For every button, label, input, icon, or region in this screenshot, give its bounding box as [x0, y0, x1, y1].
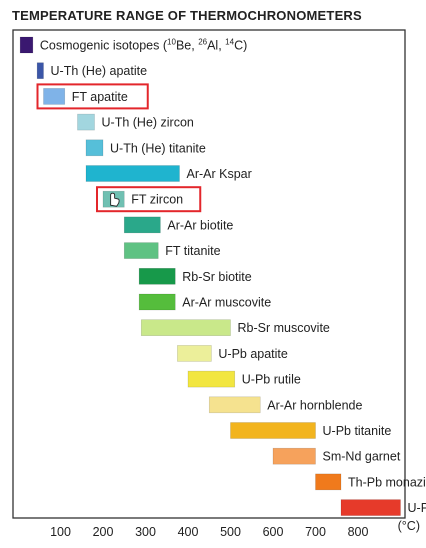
bar-label-u-th-he-titanite: U-Th (He) titanite [110, 141, 206, 155]
x-tick-label-800: 800 [348, 525, 369, 539]
bar-rb-sr-muscovite [140, 319, 231, 337]
x-tick-label-300: 300 [135, 525, 156, 539]
bar-ar-ar-biotite [123, 216, 161, 234]
plot-frame [12, 29, 406, 519]
bar-label-u-pb-rutile: U-Pb rutile [242, 373, 301, 387]
bar-ft-titanite [123, 242, 159, 259]
bar-label-ft-zircon: FT zircon [131, 193, 183, 207]
x-tick-label-500: 500 [220, 525, 241, 539]
bar-label-ar-ar-muscovite: Ar-Ar muscovite [182, 296, 271, 310]
bar-label-ar-ar-hornblende: Ar-Ar hornblende [267, 398, 362, 412]
bar-label-cosmogenic-isotopes: Cosmogenic isotopes (10Be, 26Al, 14C) [40, 38, 247, 53]
bar-th-pb-monazite [315, 473, 342, 491]
bar-u-pb-rutile [187, 370, 236, 388]
bar-u-th-he-zircon [77, 113, 95, 131]
bar-ar-ar-muscovite [138, 293, 176, 311]
bar-u-pb-apatite [177, 345, 212, 362]
bar-label-ft-titanite: FT titanite [165, 244, 220, 258]
highlight-box-ft-zircon [96, 186, 202, 213]
bar-label-u-pb-apatite: U-Pb apatite [218, 347, 288, 361]
bar-cosmogenic-isotopes [19, 36, 34, 54]
x-tick-label-100: 100 [50, 525, 71, 539]
bar-label-u-pb-zircon: U-Pb zircon [408, 501, 426, 515]
x-tick-label-600: 600 [263, 525, 284, 539]
x-tick-label-400: 400 [178, 525, 199, 539]
bar-label-u-th-he-zircon: U-Th (He) zircon [102, 116, 194, 130]
bar-label-sm-nd-garnet: Sm-Nd garnet [323, 450, 401, 464]
bar-ar-ar-kspar [85, 165, 180, 182]
x-tick-label-200: 200 [93, 525, 114, 539]
bar-label-u-th-he-apatite: U-Th (He) apatite [51, 64, 148, 78]
bar-u-pb-zircon [340, 499, 401, 516]
bars-layer: Cosmogenic isotopes (10Be, 26Al, 14C) U-T… [19, 36, 426, 516]
bar-label-ar-ar-biotite: Ar-Ar biotite [167, 218, 233, 232]
bar-u-pb-titanite [230, 422, 316, 439]
hand-pointer-icon [110, 192, 120, 207]
highlight-box-ft-apatite [36, 83, 149, 110]
bar-label-u-pb-titanite: U-Pb titanite [323, 424, 392, 438]
bar-label-th-pb-monazite: Th-Pb monazite [348, 475, 426, 489]
x-axis: 100 200 300 400 500 600 700 800 (°C) [50, 519, 420, 539]
bar-ft-apatite [43, 88, 66, 105]
bar-label-rb-sr-muscovite: Rb-Sr muscovite [238, 321, 330, 335]
bar-u-th-he-apatite [36, 62, 44, 80]
bar-rb-sr-biotite [138, 267, 176, 285]
bar-u-th-he-titanite [85, 139, 104, 157]
bar-ar-ar-hornblende [208, 396, 261, 414]
x-tick-label-700: 700 [305, 525, 326, 539]
chart-title: TEMPERATURE RANGE OF THERMOCHRONOMETERS [12, 8, 362, 23]
bar-label-rb-sr-biotite: Rb-Sr biotite [182, 270, 252, 284]
bar-label-ft-apatite: FT apatite [72, 90, 128, 104]
x-axis-unit: (°C) [398, 519, 420, 533]
bar-sm-nd-garnet [272, 447, 316, 465]
bar-label-ar-ar-kspar: Ar-Ar Kspar [187, 167, 252, 181]
